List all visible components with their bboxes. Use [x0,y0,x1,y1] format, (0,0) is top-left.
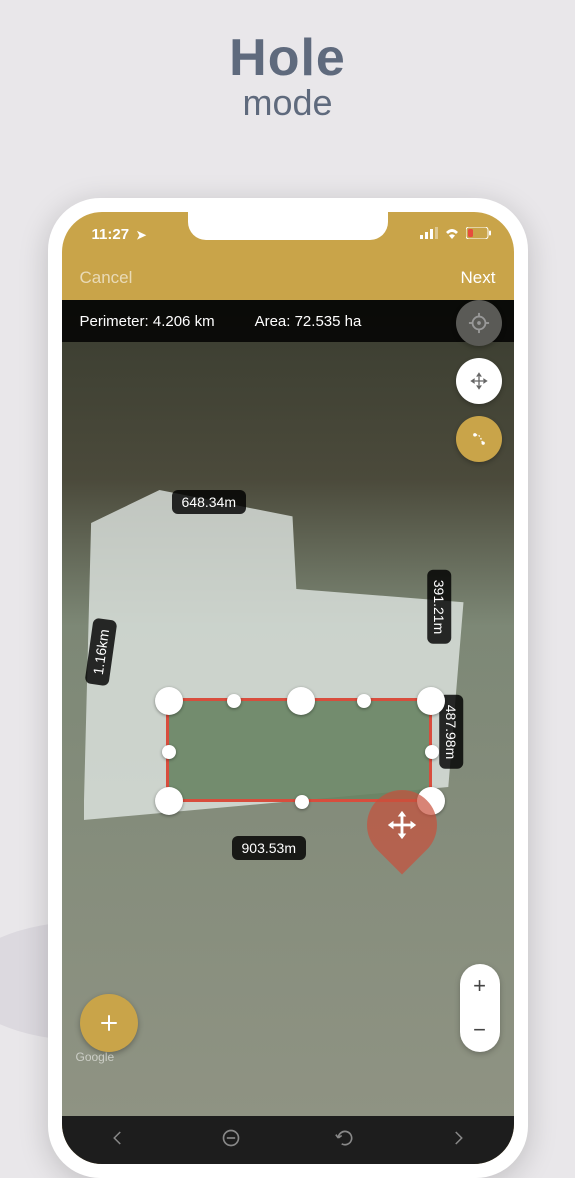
plus-icon [97,1011,121,1035]
hole-polygon[interactable] [166,698,432,802]
status-right [420,226,492,243]
hole-midpoint[interactable] [162,745,176,759]
chevron-left-icon [109,1129,127,1147]
hole-handle[interactable] [155,787,183,815]
hole-handle[interactable] [155,687,183,715]
metrics-bar: Perimeter: 4.206 km Area: 72.535 ha [62,300,514,342]
segment-label-bottom: 903.53m [232,836,306,860]
area-value: 72.535 ha [295,313,362,330]
status-time: 11:27 ➤ [92,226,147,243]
zoom-control: + − [460,964,500,1052]
screen: 11:27 ➤ Cancel Next Perim [62,212,514,1164]
undo-button[interactable] [335,1128,355,1153]
pan-tool-button[interactable] [456,358,502,404]
promo-line2: mode [0,82,575,124]
wifi-icon [444,226,460,243]
locate-icon [468,312,490,334]
perimeter-readout: Perimeter: 4.206 km [80,313,215,330]
undo-icon [335,1128,355,1148]
locate-button[interactable] [456,300,502,346]
move-arrows-icon [385,808,419,842]
back-button[interactable] [109,1129,127,1152]
map-canvas[interactable]: 648.34m 391.21m 1.16km 487.98m 903.53m [62,300,514,1116]
zoom-in-button[interactable]: + [460,964,500,1008]
perimeter-value: 4.206 km [153,313,215,330]
segment-label-right-upper: 391.21m [427,570,451,644]
cancel-button[interactable]: Cancel [80,268,133,288]
nav-bar: Cancel Next [62,256,514,300]
chevron-right-icon [449,1129,467,1147]
move-marker[interactable] [367,790,437,875]
hole-midpoint[interactable] [295,795,309,809]
hole-handle[interactable] [417,687,445,715]
next-button[interactable]: Next [461,268,496,288]
move-icon [469,371,489,391]
measure-icon [469,429,489,449]
segment-label-top: 648.34m [172,490,246,514]
hole-midpoint[interactable] [357,694,371,708]
hole-midpoint[interactable] [227,694,241,708]
hole-handle[interactable] [287,687,315,715]
add-button[interactable] [80,994,138,1052]
battery-icon [466,226,492,243]
zoom-out-button[interactable]: − [460,1008,500,1052]
forward-button[interactable] [449,1129,467,1152]
perimeter-label: Perimeter: [80,313,149,330]
signal-icon [420,226,438,243]
promo-heading: Hole mode [0,0,575,124]
status-time-text: 11:27 [92,226,130,243]
circle-minus-icon [221,1128,241,1148]
measure-tool-button[interactable] [456,416,502,462]
tool-stack [456,300,502,462]
area-readout: Area: 72.535 ha [255,313,362,330]
device-frame: 11:27 ➤ Cancel Next Perim [48,198,528,1178]
remove-point-button[interactable] [221,1128,241,1153]
hole-midpoint[interactable] [425,745,439,759]
notch [188,212,388,240]
area-label: Area: [255,313,291,330]
location-arrow-icon: ➤ [136,228,146,242]
promo-line1: Hole [0,28,575,88]
map-attribution: Google [76,1050,115,1064]
bottom-toolbar [62,1116,514,1164]
